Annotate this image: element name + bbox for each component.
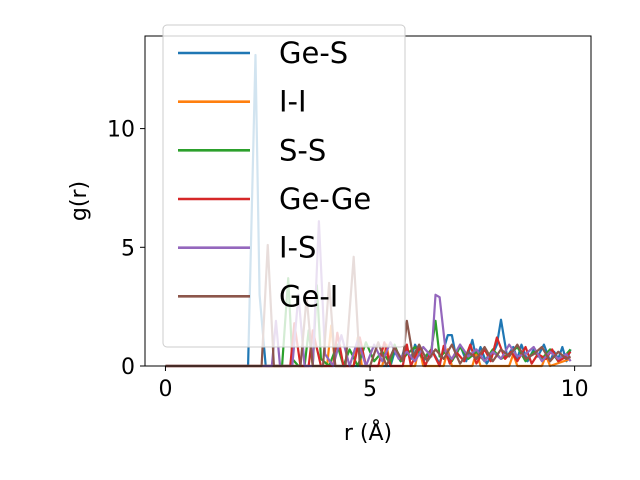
y-tick-label-10: 10 (107, 118, 135, 143)
x-axis-label: r (Å) (344, 419, 392, 446)
y-tick-label-0: 0 (121, 355, 135, 380)
y-axis-label: g(r) (67, 181, 92, 221)
x-tick-label-0: 0 (158, 377, 172, 402)
legend-label-ge-s: Ge-S (279, 36, 348, 70)
legend-box (162, 24, 406, 348)
series-line-ge-s (165, 53, 572, 368)
legend: Ge-S I-I S-S Ge-Ge I-S Ge-I (162, 24, 406, 348)
legend-label-i-i: I-I (279, 85, 307, 119)
x-tick-label-5: 5 (363, 377, 377, 402)
y-tick-label-5: 5 (121, 236, 135, 261)
legend-label-ge-ge: Ge-Ge (279, 182, 371, 216)
legend-label-ge-i: Ge-I (279, 279, 338, 313)
legend-label-i-s: I-S (279, 231, 316, 265)
legend-label-s-s: S-S (279, 133, 326, 167)
x-tick-label-10: 10 (561, 377, 589, 402)
